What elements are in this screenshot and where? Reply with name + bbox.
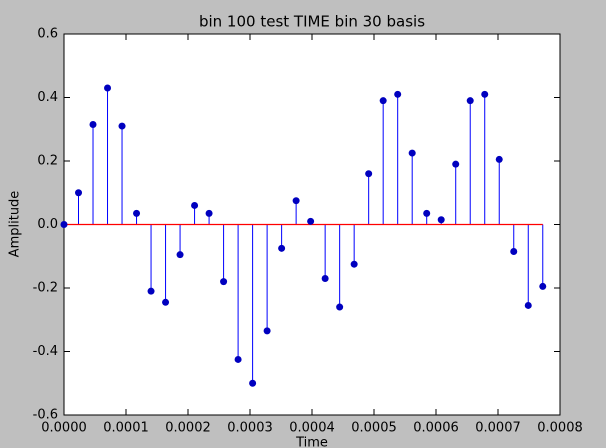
stem-marker (60, 221, 68, 228)
y-tick-label: -0.4 (33, 344, 58, 359)
x-tick-label: 0.0008 (537, 421, 583, 436)
stem-marker (495, 155, 503, 163)
stem-marker (423, 209, 431, 217)
y-tick-label: 0.4 (37, 90, 58, 105)
stem-marker (75, 189, 83, 197)
stem-marker (162, 298, 170, 306)
x-tick-label: 0.0007 (475, 421, 521, 436)
x-tick-label: 0.0006 (413, 421, 459, 436)
y-tick-label: -0.6 (33, 408, 58, 423)
stem-marker (205, 209, 213, 217)
stem-marker (510, 247, 518, 255)
stem-marker (321, 274, 329, 282)
stem-marker (234, 355, 242, 363)
stem-marker (191, 201, 199, 209)
stem-marker (176, 251, 184, 259)
y-tick-label: 0.0 (37, 217, 58, 232)
stem-marker (249, 379, 257, 387)
y-axis-label: Amplitude (8, 191, 23, 258)
stem-marker (452, 160, 460, 168)
x-tick-label: 0.0001 (103, 421, 149, 436)
x-axis-label: Time (295, 436, 328, 448)
stem-marker (481, 90, 489, 98)
x-tick-label: 0.0000 (41, 421, 87, 436)
y-tick-label: 0.6 (37, 27, 58, 42)
stem-marker (133, 209, 141, 217)
stem-marker (104, 84, 112, 92)
stem-marker (292, 197, 300, 205)
stem-marker (350, 260, 358, 268)
stem-marker (147, 287, 155, 295)
stem-marker (437, 216, 445, 224)
stem-marker (278, 244, 286, 252)
stem-marker (89, 120, 97, 128)
stem-marker (394, 90, 402, 98)
chart-title: bin 100 test TIME bin 30 basis (199, 13, 425, 31)
stem-marker (336, 303, 344, 311)
stem-marker (263, 327, 271, 335)
stem-marker (220, 278, 228, 286)
y-tick-label: -0.2 (33, 281, 58, 296)
stem-marker (379, 97, 387, 105)
x-tick-label: 0.0003 (227, 421, 273, 436)
stem-marker (524, 301, 532, 309)
stem-marker (118, 122, 126, 130)
stem-marker (408, 149, 416, 157)
stem-marker (539, 282, 547, 290)
stem-marker (466, 97, 474, 105)
stem-marker (307, 217, 315, 225)
x-tick-label: 0.0004 (289, 421, 335, 436)
x-tick-label: 0.0005 (351, 421, 397, 436)
stem-marker (365, 170, 373, 178)
x-tick-label: 0.0002 (165, 421, 211, 436)
y-tick-label: 0.2 (37, 154, 58, 169)
